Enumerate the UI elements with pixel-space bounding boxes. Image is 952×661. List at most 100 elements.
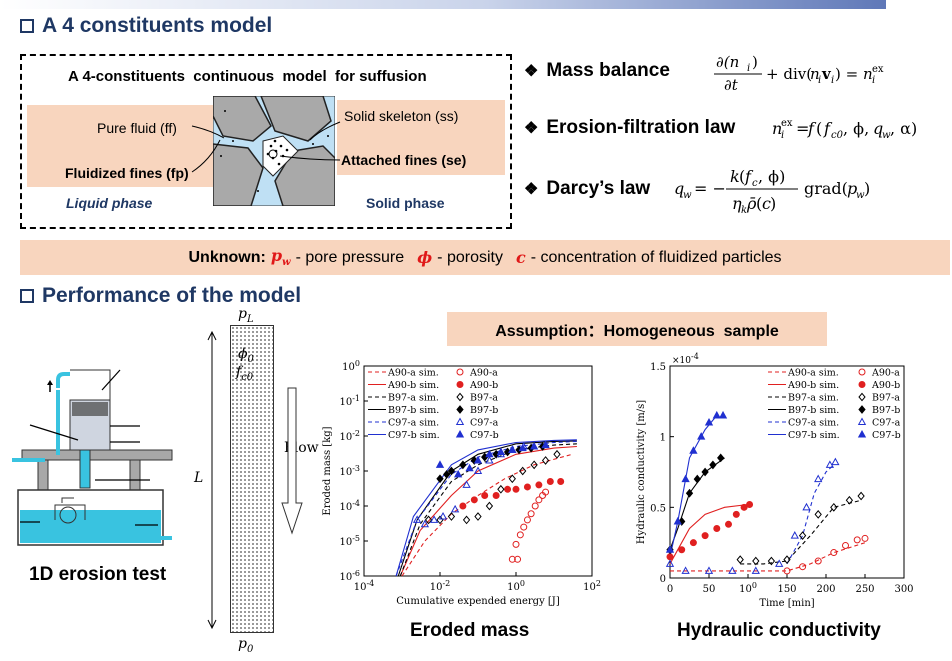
- svg-text:c: c: [752, 178, 758, 189]
- y-tick-label: 10-6: [339, 569, 360, 583]
- data-point: [523, 483, 531, 491]
- mass-balance-formula: ∂(n i) ∂t + div(ni v i) = n iex: [714, 53, 884, 94]
- legend-label: B97-a sim.: [388, 393, 439, 404]
- data-point: [746, 501, 754, 509]
- series-a90-b: [666, 501, 754, 561]
- series-c97-a: [665, 457, 840, 574]
- x-axis-label: Time [min]: [759, 598, 814, 609]
- svg-text:p: p: [847, 179, 857, 198]
- svg-text:k: k: [741, 205, 747, 216]
- y-tick-label: 0: [660, 574, 666, 585]
- data-point: [535, 496, 543, 504]
- svg-text:= −: = −: [694, 179, 726, 198]
- legend-label: B97-b: [872, 405, 900, 416]
- legend-label: A90-b: [469, 380, 498, 391]
- checkbox-square-icon: [20, 19, 34, 33]
- svg-text:n: n: [863, 65, 873, 83]
- data-point: [736, 555, 744, 565]
- top-pressure-label: pL: [238, 306, 254, 325]
- svg-text:ex: ex: [781, 118, 793, 129]
- legend-label: B97-a: [872, 393, 900, 404]
- pw-symbol: pw: [270, 246, 291, 269]
- data-point: [712, 410, 721, 419]
- data-point: [783, 567, 791, 575]
- data-point: [514, 555, 522, 563]
- series-b97-a: [736, 491, 865, 566]
- legend-label: A90-b: [871, 380, 900, 391]
- liquid-phase-label: Liquid phase: [66, 195, 153, 211]
- y-tick-label: 10-1: [339, 394, 360, 408]
- svg-text:): ): [752, 53, 758, 71]
- legend-marker: [456, 405, 464, 414]
- data-point: [462, 515, 471, 525]
- data-point: [814, 557, 822, 565]
- legend-label: C97-a: [872, 418, 901, 429]
- series-a90-b: [459, 478, 565, 510]
- svg-text:k: k: [730, 167, 740, 186]
- y-tick-label: 10-2: [339, 429, 360, 443]
- svg-text:(: (: [739, 167, 745, 186]
- hydraulic-conductivity-chart: 0 50 100 150 200 250 300 0 0.5 1 1.5 Time [min] Hydr…: [636, 352, 914, 609]
- legend-marker: [857, 429, 867, 438]
- svg-text:n: n: [810, 65, 820, 83]
- model-heading: A 4-constituents continuous model for su…: [68, 68, 427, 85]
- attached-fines-label: Attached fines (se): [341, 152, 467, 168]
- data-point: [665, 545, 675, 553]
- data-point: [429, 515, 439, 523]
- x-tick-label: 0: [667, 584, 673, 595]
- diamond-bullet-icon: ❖: [524, 181, 539, 198]
- series-b97-a-sim-: [399, 443, 577, 577]
- data-point: [701, 532, 709, 540]
- svg-text:+ div(: + div(: [766, 65, 812, 83]
- data-point: [678, 517, 686, 526]
- unknown-label: Unknown:: [188, 248, 266, 266]
- data-point: [443, 470, 451, 479]
- data-point: [666, 553, 674, 561]
- data-point: [681, 566, 690, 574]
- data-point: [420, 519, 430, 528]
- initial-fines-label: fc0: [236, 364, 254, 383]
- data-point: [814, 510, 822, 519]
- data-point: [853, 536, 861, 544]
- caption-erosion-test: 1D erosion test: [29, 564, 167, 585]
- data-point: [553, 449, 561, 459]
- series-line: [740, 499, 862, 565]
- data-point: [531, 502, 539, 510]
- data-point: [685, 488, 694, 498]
- darcy-law-formula: qw = − k(f c, ϕ) η k ρ̄(c) grad(pw): [674, 167, 870, 216]
- length-label: L: [194, 470, 204, 486]
- svg-text:ρ̄: ρ̄: [746, 194, 757, 213]
- x-tick-label: 200: [816, 584, 835, 595]
- top-gradient-bar: [0, 0, 886, 9]
- series-a90-a-sim-: [670, 542, 866, 572]
- diamond-bullet-icon: ❖: [524, 120, 539, 137]
- data-point: [681, 474, 690, 483]
- svg-text:i: i: [872, 75, 875, 86]
- fluidized-fines-label: Fluidized fines (fp): [65, 165, 189, 181]
- series-line: [395, 439, 577, 577]
- y-tick-label: 1: [660, 433, 666, 444]
- erosion-apparatus-illustration: [12, 369, 173, 546]
- data-point: [697, 432, 706, 440]
- y-multiplier-label: ×10-4: [672, 352, 699, 366]
- y-tick-label: 0.5: [650, 503, 666, 514]
- diamond-bullet-icon: ❖: [524, 63, 539, 80]
- data-point: [465, 463, 474, 472]
- series-line: [399, 445, 577, 577]
- svg-text:w: w: [882, 130, 891, 141]
- data-point: [725, 520, 732, 528]
- svg-text:i: i: [818, 75, 821, 86]
- data-point: [527, 510, 535, 518]
- data-point: [830, 549, 838, 557]
- data-point: [678, 546, 686, 554]
- data-point: [518, 443, 527, 452]
- data-point: [447, 512, 456, 521]
- svg-text:=: =: [796, 119, 809, 138]
- data-point: [492, 491, 500, 499]
- legend-marker: [455, 429, 465, 438]
- section-title-text: A 4 constituents model: [42, 14, 273, 37]
- equation-darcy: ❖ Darcy’s law: [524, 178, 650, 200]
- data-point: [481, 491, 489, 499]
- data-point: [519, 466, 527, 476]
- legend-marker: [456, 368, 464, 376]
